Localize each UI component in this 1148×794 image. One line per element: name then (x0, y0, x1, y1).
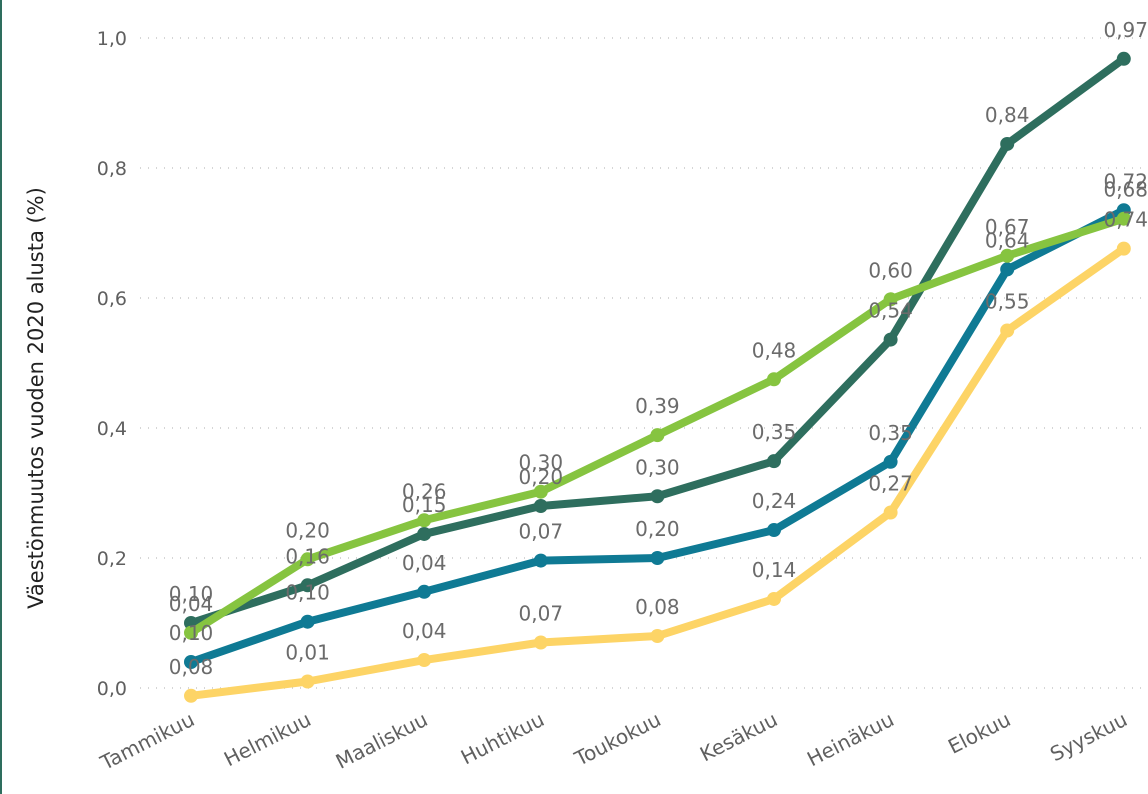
data-point (1116, 241, 1131, 256)
data-label: 0,84 (985, 103, 1030, 127)
data-label: 0,24 (752, 489, 797, 513)
data-point (300, 614, 315, 629)
data-label: 0,07 (519, 520, 564, 544)
data-point (300, 552, 315, 567)
data-point (883, 454, 898, 469)
y-tick-label: 0,2 (97, 548, 127, 570)
data-label: 0,14 (752, 558, 797, 582)
data-label: 0,27 (868, 472, 913, 496)
data-point (533, 499, 548, 513)
y-tick-label: 0,4 (97, 418, 127, 440)
data-point (533, 484, 548, 499)
data-point (1000, 136, 1015, 151)
data-label: 0,60 (868, 258, 913, 282)
data-label: 0,67 (985, 215, 1030, 239)
data-point (300, 578, 315, 593)
series-lines (184, 51, 1131, 703)
gridlines (140, 37, 1148, 689)
x-tick-label: Helmikuu (220, 707, 315, 771)
data-point (184, 688, 198, 703)
data-point (883, 505, 898, 520)
x-tick-label: Syyskuu (1046, 707, 1131, 766)
data-label: 0,15 (402, 493, 447, 517)
series-line (187, 214, 1128, 637)
data-label: 0,74 (1103, 208, 1148, 232)
data-label: 0,20 (635, 517, 680, 541)
data-label: 0,48 (752, 338, 797, 362)
data-label: 0,35 (752, 420, 797, 444)
data-label: 0,39 (635, 394, 680, 418)
data-point (184, 655, 198, 669)
data-label: 0,16 (285, 544, 330, 568)
data-point (300, 674, 315, 689)
data-label: 0,10 (285, 581, 330, 605)
data-point (417, 584, 432, 599)
data-point (533, 553, 548, 568)
x-tick-label: Toukokuu (570, 707, 665, 771)
y-axis-label: Väestönmuutos vuoden 2020 alusta (%) (24, 187, 48, 609)
data-label: 0,64 (985, 228, 1030, 252)
data-label: 0,30 (519, 451, 564, 475)
data-label: 0,01 (285, 641, 330, 665)
data-label: 0,07 (519, 602, 564, 626)
data-point (767, 372, 781, 387)
x-tick-label: Heinäkuu (803, 707, 898, 771)
data-label: 0,10 (169, 621, 214, 645)
x-tick-label: Maaliskuu (332, 707, 432, 774)
data-label: 0,10 (169, 582, 214, 606)
data-label: 0,20 (285, 518, 330, 542)
x-tick-label: Tammikuu (96, 707, 199, 775)
data-point (883, 332, 898, 347)
data-label: 0,20 (519, 465, 564, 489)
y-axis-ticks: 0,0 0,2 0,4 0,6 0,8 1,0 (97, 28, 127, 700)
data-label: 0,04 (402, 619, 447, 643)
y-tick-label: 0,8 (97, 158, 127, 180)
y-tick-label: 0,0 (97, 678, 127, 700)
data-point (650, 428, 665, 443)
data-point (184, 625, 198, 640)
data-label: 0,04 (402, 551, 447, 575)
data-point (767, 523, 781, 538)
data-point (417, 526, 432, 541)
data-point (650, 551, 665, 565)
data-label: 0,97 (1103, 18, 1148, 42)
data-point (417, 513, 432, 528)
data-point (533, 635, 548, 650)
data-point (767, 454, 781, 469)
data-point (883, 292, 898, 307)
data-point (767, 591, 781, 606)
data-point (650, 489, 665, 504)
data-label: 0,35 (868, 421, 913, 445)
data-label: 0,68 (1103, 178, 1148, 202)
data-label: 0,08 (635, 595, 680, 619)
data-point (1000, 262, 1015, 277)
data-point (417, 653, 432, 668)
data-point (1000, 248, 1015, 263)
data-label: 0,04 (169, 592, 214, 616)
x-tick-label: Elokuu (944, 707, 1014, 759)
data-label: 0,30 (635, 455, 680, 479)
data-label: 0,08 (169, 655, 214, 679)
data-label: 0,54 (868, 299, 913, 323)
data-point (1116, 211, 1131, 226)
data-label: 0,72 (1103, 169, 1148, 193)
y-tick-label: 0,6 (97, 288, 127, 310)
y-tick-label: 1,0 (97, 28, 127, 50)
x-axis-ticks: Tammikuu Helmikuu Maaliskuu Huhtikuu Toukoku… (96, 707, 1131, 775)
data-point (1000, 323, 1015, 338)
data-labels: 0,04 0,20 0,26 0,30 0,39 0,48 0,60 0,67 0,68 0,10… (169, 18, 1148, 679)
x-tick-label: Kesäkuu (696, 707, 781, 766)
data-label: 0,26 (402, 479, 447, 503)
x-tick-label: Huhtikuu (457, 707, 548, 769)
data-point (1116, 51, 1131, 66)
data-point (650, 629, 665, 643)
data-label: 0,55 (985, 290, 1030, 314)
